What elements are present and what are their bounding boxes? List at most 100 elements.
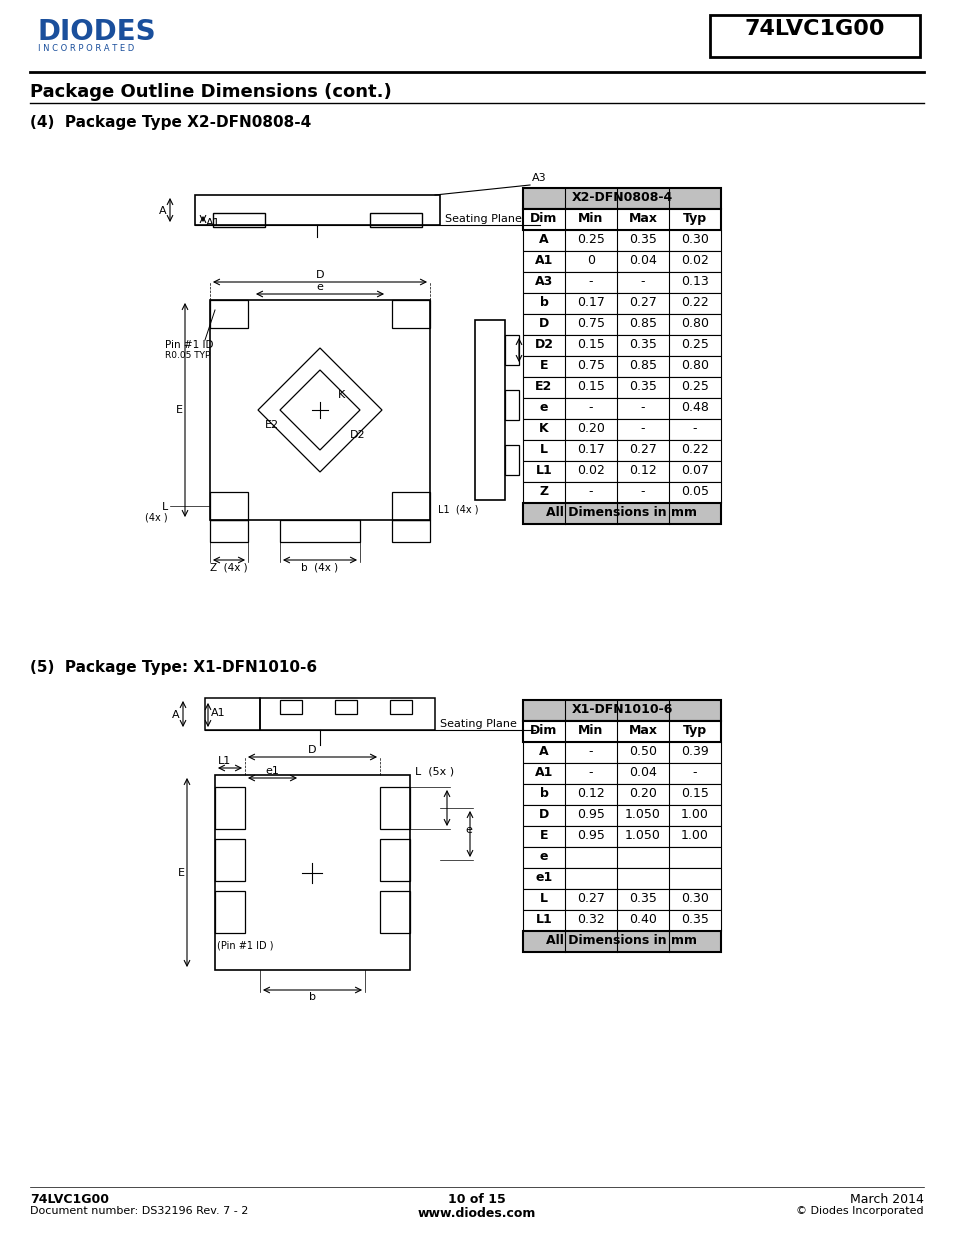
Text: www.diodes.com: www.diodes.com (417, 1207, 536, 1220)
Text: 0.80: 0.80 (680, 359, 708, 372)
Bar (392, 300, 430, 329)
Text: 0.13: 0.13 (680, 275, 708, 288)
Bar (210, 300, 430, 520)
Text: I N C O R P O R A T E D: I N C O R P O R A T E D (38, 44, 134, 53)
Text: Z  (4x ): Z (4x ) (210, 562, 248, 572)
Text: 0.20: 0.20 (628, 787, 657, 800)
Bar (522, 230, 720, 251)
Text: 1.00: 1.00 (680, 808, 708, 821)
Text: 0.04: 0.04 (628, 766, 657, 779)
Text: Max: Max (628, 212, 657, 225)
Text: 0.04: 0.04 (628, 254, 657, 267)
Text: L1: L1 (535, 464, 552, 477)
Text: K: K (337, 390, 345, 400)
Text: 0.27: 0.27 (628, 296, 657, 309)
Text: 0.25: 0.25 (577, 233, 604, 246)
Text: -: - (692, 766, 697, 779)
Text: 0.35: 0.35 (628, 338, 657, 351)
Bar (522, 251, 720, 272)
Bar (522, 931, 720, 952)
Text: 0.17: 0.17 (577, 296, 604, 309)
Bar (522, 314, 720, 335)
Bar (522, 209, 720, 230)
Text: D: D (538, 808, 549, 821)
Bar (379, 839, 410, 881)
Text: 0.25: 0.25 (680, 338, 708, 351)
Text: L1: L1 (535, 913, 552, 926)
Text: (Pin #1 ID ): (Pin #1 ID ) (216, 940, 274, 950)
Bar (522, 377, 720, 398)
Text: -: - (588, 745, 593, 758)
Text: A: A (159, 206, 167, 216)
Text: L  (5x ): L (5x ) (415, 767, 454, 777)
Text: K: K (538, 422, 548, 435)
Bar (210, 492, 248, 520)
Text: -: - (640, 275, 644, 288)
Text: e: e (539, 850, 548, 863)
Bar (522, 440, 720, 461)
Bar (214, 776, 410, 969)
Bar (522, 889, 720, 910)
Text: 0: 0 (586, 254, 595, 267)
Text: 0.22: 0.22 (680, 296, 708, 309)
Text: Seating Plane: Seating Plane (444, 214, 521, 224)
Bar (522, 763, 720, 784)
Text: © Diodes Incorporated: © Diodes Incorporated (796, 1207, 923, 1216)
Text: -: - (692, 422, 697, 435)
Bar (194, 195, 439, 225)
Text: b: b (539, 787, 548, 800)
Bar (522, 805, 720, 826)
Bar (213, 212, 265, 227)
Text: -: - (588, 766, 593, 779)
Text: All Dimensions in mm: All Dimensions in mm (546, 506, 697, 519)
Text: 0.30: 0.30 (680, 233, 708, 246)
Text: E: E (539, 359, 548, 372)
Text: Dim: Dim (530, 724, 558, 737)
Bar (475, 320, 504, 500)
Text: 1.00: 1.00 (680, 829, 708, 842)
Text: A: A (538, 745, 548, 758)
Text: e: e (464, 825, 472, 835)
Text: e: e (539, 401, 548, 414)
Text: 0.02: 0.02 (577, 464, 604, 477)
Text: Max: Max (628, 724, 657, 737)
Text: 0.50: 0.50 (628, 745, 657, 758)
Bar (522, 847, 720, 868)
Text: Document number: DS32196 Rev. 7 - 2: Document number: DS32196 Rev. 7 - 2 (30, 1207, 248, 1216)
Text: -: - (640, 422, 644, 435)
Text: 0.25: 0.25 (680, 380, 708, 393)
Text: 0.35: 0.35 (628, 233, 657, 246)
Text: Dim: Dim (530, 212, 558, 225)
Text: E: E (539, 829, 548, 842)
Text: 0.85: 0.85 (628, 359, 657, 372)
Text: Z: Z (538, 485, 548, 498)
Text: -: - (588, 485, 593, 498)
Text: Typ: Typ (682, 212, 706, 225)
Text: L1  (4x ): L1 (4x ) (437, 505, 478, 515)
Bar (280, 700, 302, 714)
Text: E: E (178, 867, 185, 878)
Bar (522, 293, 720, 314)
Text: b  (4x ): b (4x ) (301, 562, 338, 572)
Text: 0.39: 0.39 (680, 745, 708, 758)
Bar (522, 721, 720, 742)
Text: L: L (539, 443, 547, 456)
Text: (4x ): (4x ) (145, 513, 168, 522)
Text: 1.050: 1.050 (624, 808, 660, 821)
Bar (214, 787, 245, 829)
Text: E2: E2 (535, 380, 552, 393)
Bar (210, 520, 248, 542)
Bar (335, 700, 356, 714)
Text: X2-DFN0808-4: X2-DFN0808-4 (571, 191, 672, 204)
Text: (4)  Package Type X2-DFN0808-4: (4) Package Type X2-DFN0808-4 (30, 115, 311, 130)
Text: L: L (539, 892, 547, 905)
Text: (5)  Package Type: X1-DFN1010-6: (5) Package Type: X1-DFN1010-6 (30, 659, 316, 676)
Text: 0.85: 0.85 (628, 317, 657, 330)
Text: All Dimensions in mm: All Dimensions in mm (546, 934, 697, 947)
Text: 0.80: 0.80 (680, 317, 708, 330)
Bar (504, 445, 518, 475)
Bar (379, 890, 410, 932)
Text: Seating Plane: Seating Plane (439, 719, 517, 729)
Text: A: A (538, 233, 548, 246)
Bar (522, 910, 720, 931)
